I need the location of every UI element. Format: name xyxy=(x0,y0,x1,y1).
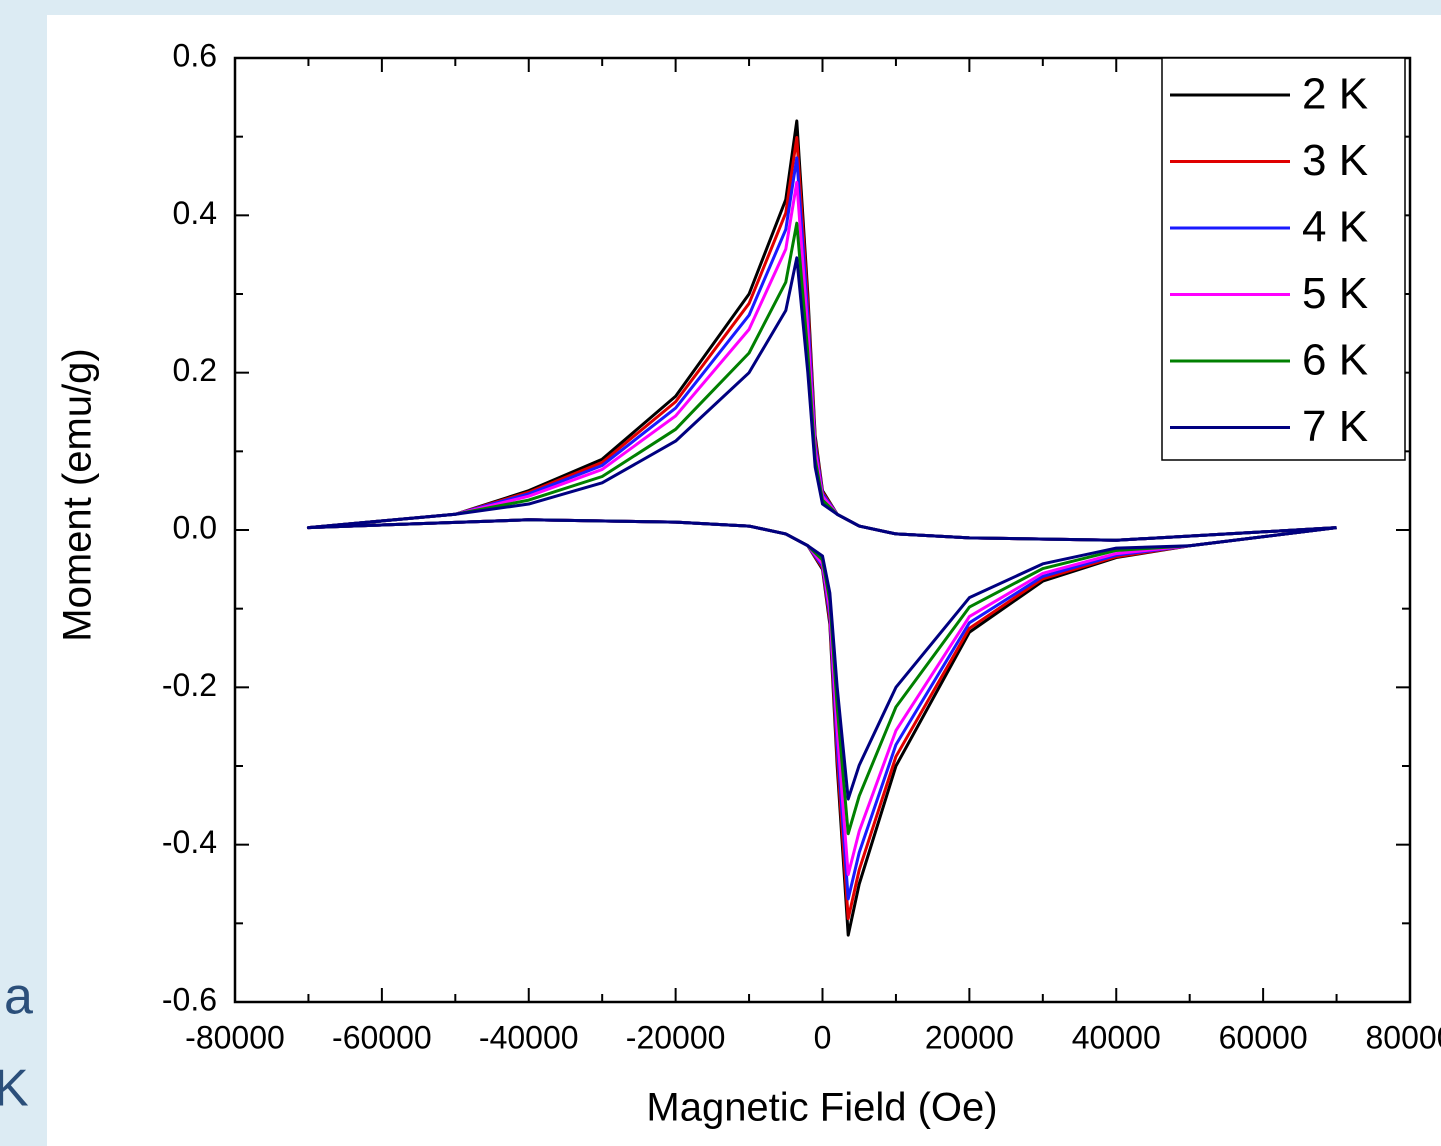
legend-box xyxy=(1161,57,1406,461)
slide-text: K xyxy=(0,1060,29,1118)
y-tick-label: 0.2 xyxy=(173,352,217,388)
x-tick-label: -20000 xyxy=(626,1019,726,1055)
x-tick-label: 40000 xyxy=(1072,1019,1161,1055)
x-tick-label: 60000 xyxy=(1219,1019,1308,1055)
y-tick-label: 0.6 xyxy=(173,37,217,73)
legend-label: 4 K xyxy=(1302,203,1368,252)
x-tick-label: 80000 xyxy=(1366,1019,1441,1055)
plot-frame xyxy=(233,56,1412,1004)
slide-text: a xyxy=(4,968,33,1026)
y-tick-label: 0.0 xyxy=(173,509,217,545)
y-tick-label: -0.6 xyxy=(162,981,217,1017)
x-tick-label: 20000 xyxy=(925,1019,1014,1055)
legend-label: 3 K xyxy=(1302,136,1368,185)
x-tick-label: -80000 xyxy=(185,1019,285,1055)
x-tick-label: -60000 xyxy=(332,1019,432,1055)
y-tick-label: -0.4 xyxy=(162,824,217,860)
x-tick-label: -40000 xyxy=(479,1019,579,1055)
y-tick-label: 0.4 xyxy=(173,195,217,231)
legend-label: 7 K xyxy=(1302,402,1368,451)
series-line xyxy=(306,256,1337,801)
x-tick-label: 0 xyxy=(814,1019,832,1055)
y-axis-label: Moment (emu/g) xyxy=(56,348,100,641)
legend-label: 2 K xyxy=(1302,70,1368,119)
legend-label: 5 K xyxy=(1302,269,1368,318)
legend-label: 6 K xyxy=(1302,336,1368,385)
x-axis-label: Magnetic Field (Oe) xyxy=(646,1086,997,1130)
y-tick-label: -0.2 xyxy=(162,667,217,703)
